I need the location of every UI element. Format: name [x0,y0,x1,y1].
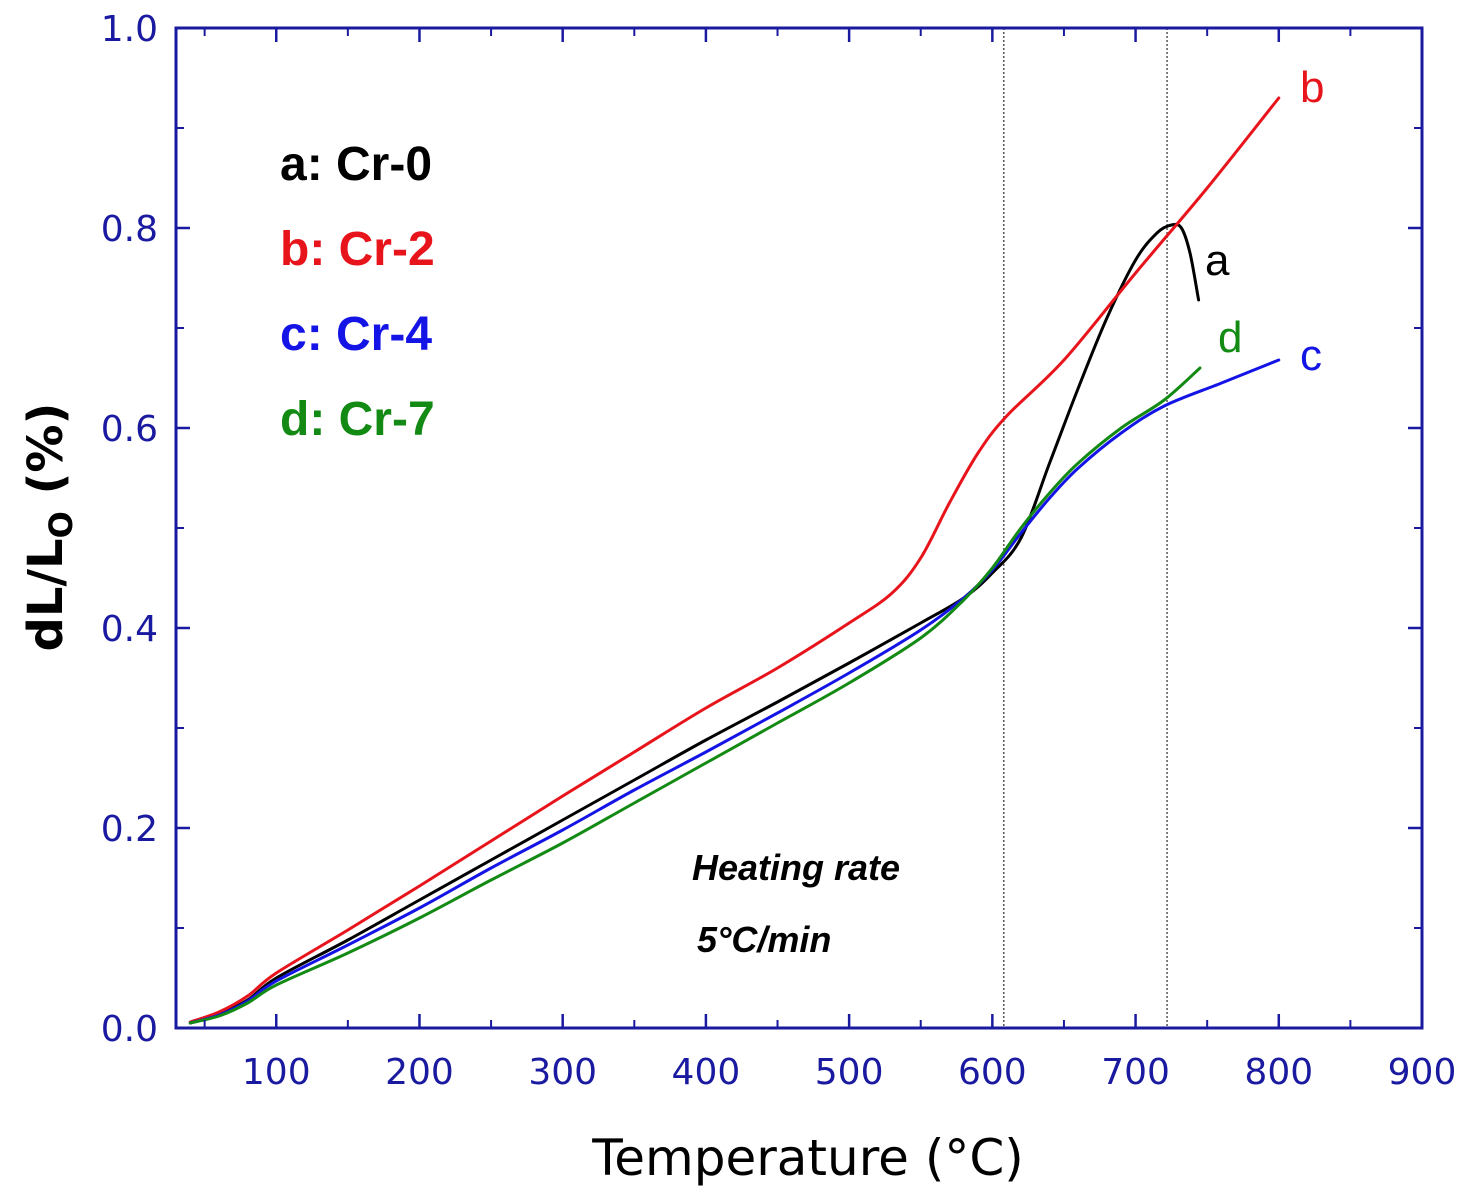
curve-label-c: c [1300,331,1322,380]
x-tick-label: 600 [958,1052,1027,1093]
x-tick-labels: 100 200 300 400 500 600 700 800 900 [242,1052,1456,1093]
legend: a: Cr-0 b: Cr-2 c: Cr-4 d: Cr-7 [280,138,435,446]
y-tick-label: 0.0 [101,1009,158,1050]
x-tick-label: 300 [528,1052,597,1093]
y-tick-label: 1.0 [101,9,158,50]
heating-rate-value-annotation: 5°C/min [697,919,831,960]
x-tick-label: 800 [1244,1052,1313,1093]
x-tick-label: 900 [1388,1052,1457,1093]
x-tick-label: 200 [385,1052,454,1093]
y-axis-title-main: dL/L [18,538,74,651]
curve-label-b: b [1300,63,1324,112]
series-line-a [188,222,1201,1025]
x-axis-title: Temperature (°C) [591,1129,1024,1187]
legend-entry-a: a: Cr-0 [280,138,432,191]
y-tick-label: 0.4 [101,609,158,650]
x-tick-label: 700 [1101,1052,1170,1093]
x-tick-label: 400 [672,1052,741,1093]
legend-entry-b: b: Cr-2 [280,223,435,276]
y-axis-title-sub: O [42,511,80,538]
series-line-d [188,366,1202,1025]
y-tick-label: 0.6 [101,409,158,450]
legend-entry-d: d: Cr-7 [280,393,435,446]
axis-ticks [176,26,1424,1030]
x-tick-label: 100 [242,1052,311,1093]
y-tick-labels: 0.0 0.2 0.4 0.6 0.8 1.0 [101,9,158,1050]
series-line-c [188,358,1281,1025]
heating-rate-annotation: Heating rate [692,847,900,888]
reference-lines [1003,28,1168,1028]
curve-label-a: a [1205,236,1230,285]
series-line-b [188,96,1281,1024]
y-tick-label: 0.8 [101,209,158,250]
y-tick-label: 0.2 [101,809,158,850]
y-axis-title-suffix: (%) [18,403,74,512]
curves [188,96,1281,1025]
x-tick-label: 500 [815,1052,884,1093]
curve-label-d: d [1218,313,1242,362]
y-axis-title: dL/LO (%) [18,403,80,652]
legend-entry-c: c: Cr-4 [280,308,432,361]
curve-labels: a b c d [1205,63,1324,380]
